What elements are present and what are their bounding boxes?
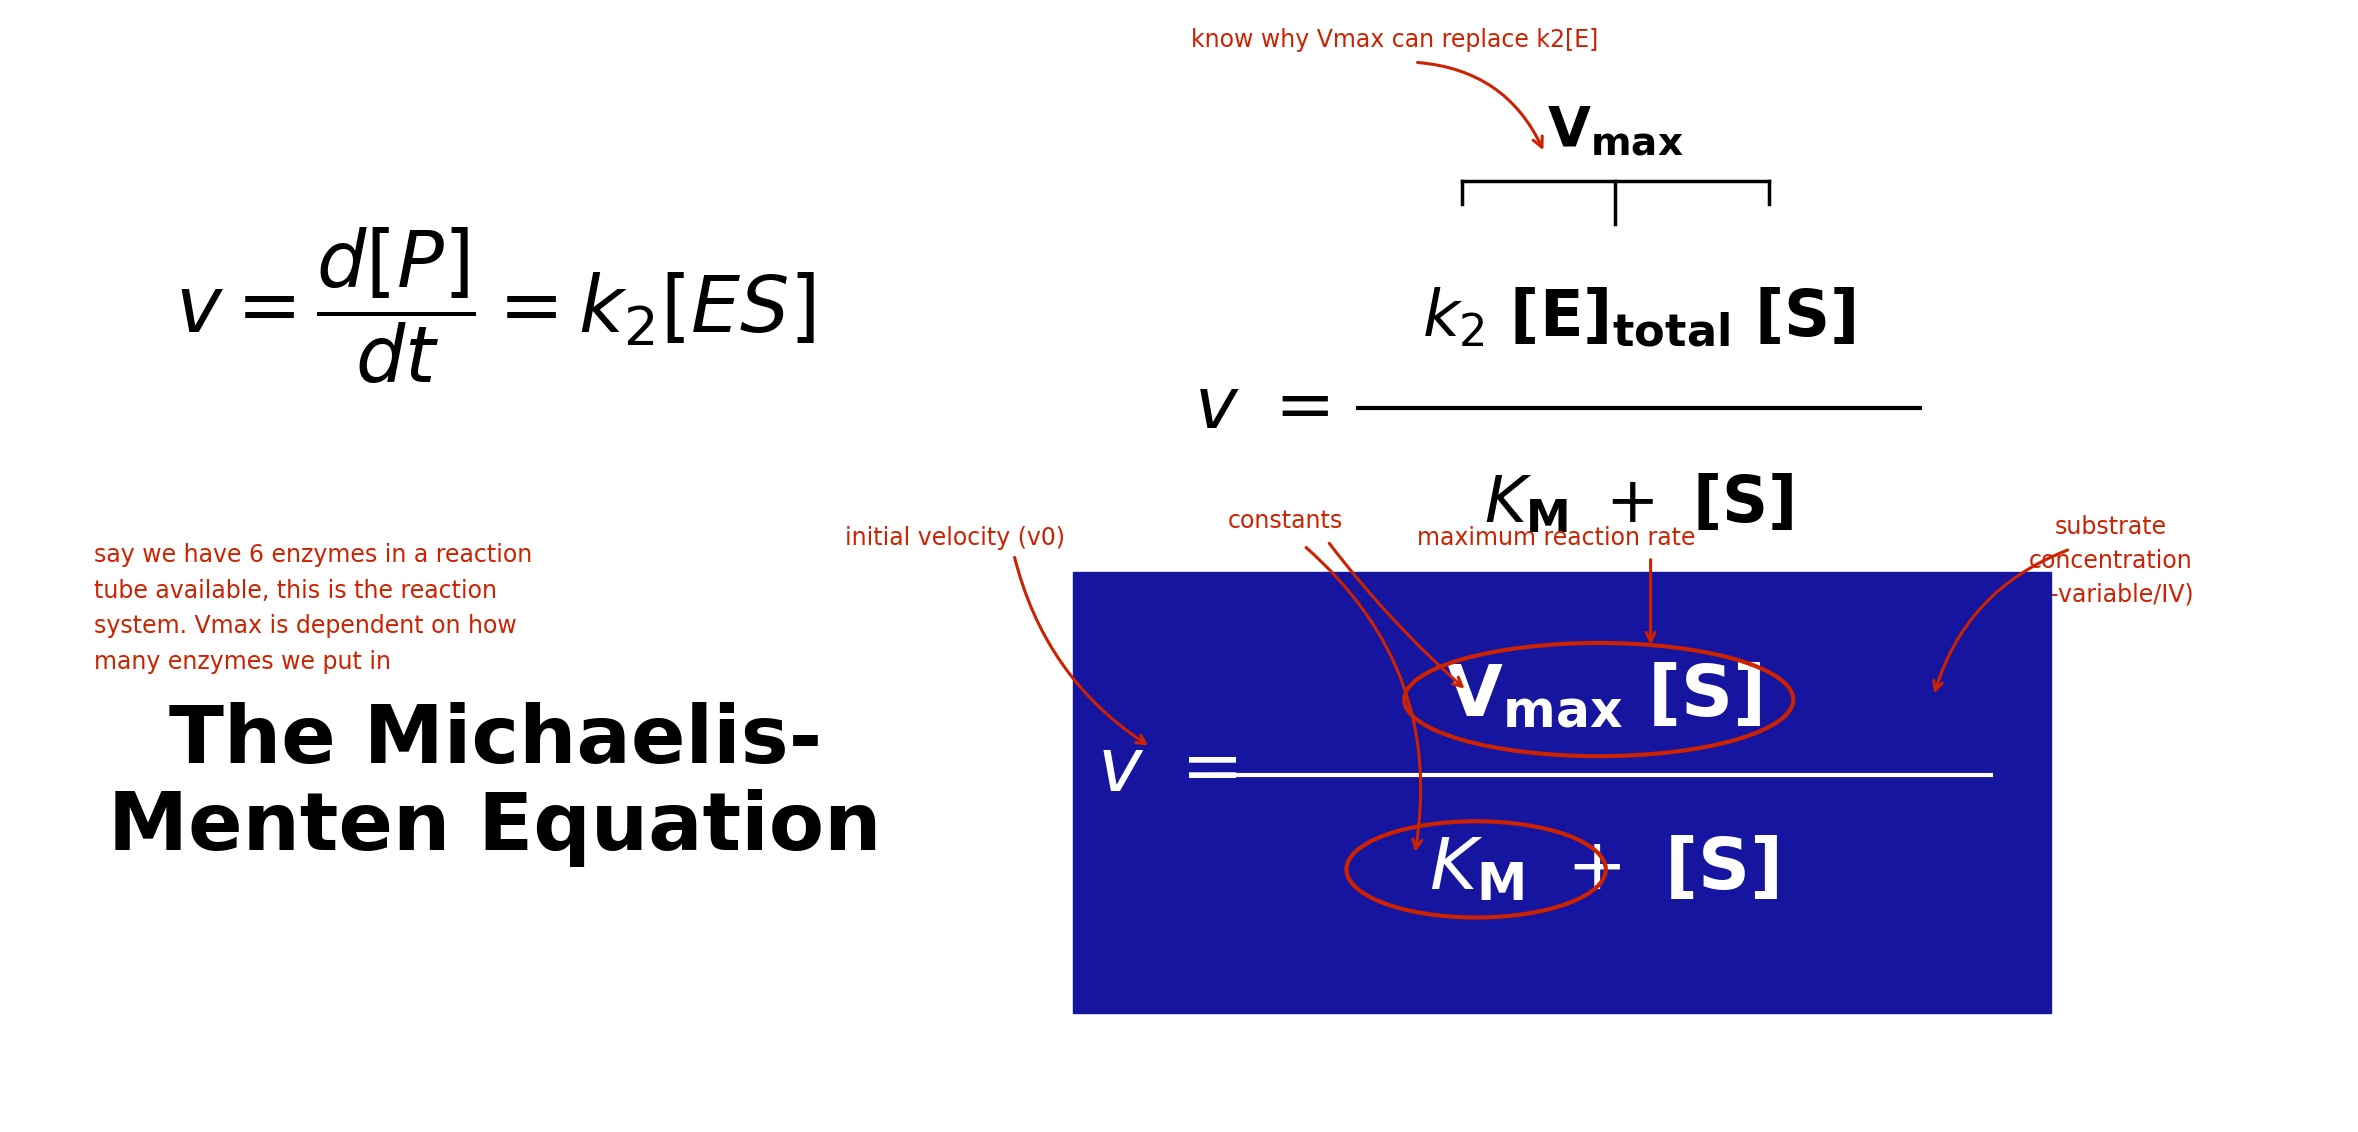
Text: substrate
concentration
(x-variable/IV): substrate concentration (x-variable/IV): [2028, 515, 2193, 606]
Text: $\mathit{K}_\mathbf{M}\ +\ \mathbf{[S]}$: $\mathit{K}_\mathbf{M}\ +\ \mathbf{[S]}$: [1483, 472, 1794, 535]
Text: know why Vmax can replace k2[E]: know why Vmax can replace k2[E]: [1191, 28, 1599, 52]
Text: $v\ =$: $v\ =$: [1096, 734, 1238, 806]
Text: $\mathbf{V_{max}}$: $\mathbf{V_{max}}$: [1547, 103, 1684, 157]
Text: $v\ =$: $v\ =$: [1193, 372, 1330, 443]
Text: maximum reaction rate: maximum reaction rate: [1417, 526, 1695, 550]
Text: initial velocity (v0): initial velocity (v0): [844, 526, 1066, 550]
Text: $\mathit{K}_\mathbf{M}\ +\ \mathbf{[S]}$: $\mathit{K}_\mathbf{M}\ +\ \mathbf{[S]}$: [1429, 834, 1778, 904]
Text: say we have 6 enzymes in a reaction
tube available, this is the reaction
system.: say we have 6 enzymes in a reaction tube…: [94, 543, 533, 674]
Text: $v = \dfrac{d[P]}{dt} = k_2[ES]$: $v = \dfrac{d[P]}{dt} = k_2[ES]$: [174, 225, 816, 386]
FancyBboxPatch shape: [1073, 572, 2051, 1013]
Text: $\mathbf{V_{max}\ [S]}$: $\mathbf{V_{max}\ [S]}$: [1445, 661, 1761, 731]
Text: constants: constants: [1229, 509, 1342, 533]
Text: The Michaelis-
Menten Equation: The Michaelis- Menten Equation: [108, 702, 882, 867]
Text: $k_2\ \mathbf{[E]_{total}\ [S]}$: $k_2\ \mathbf{[E]_{total}\ [S]}$: [1422, 285, 1856, 349]
